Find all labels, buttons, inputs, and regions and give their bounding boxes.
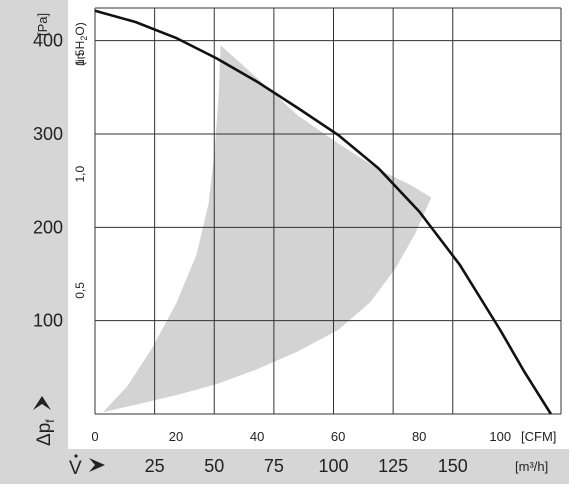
flow-axis-arrow-icon: [89, 458, 105, 472]
y-tick-pa-100: 100: [33, 311, 63, 331]
y-tick-inh2o-0-5: 0,5: [73, 282, 87, 299]
x-tick-m3h-150: 150: [438, 456, 468, 476]
x-tick-m3h-75: 75: [264, 456, 284, 476]
y-tick-pa-400: 400: [33, 31, 63, 51]
y-tick-pa-200: 200: [33, 217, 63, 237]
y-tick-inh2o-1-0: 1,0: [73, 165, 87, 182]
flow-axis-label: V: [69, 458, 82, 479]
x-tick-m3h-100: 100: [318, 456, 348, 476]
x-tick-m3h-125: 125: [378, 456, 408, 476]
pressure-axis-arrow-icon: [33, 396, 51, 410]
m3h-unit-label: [m³/h]: [515, 459, 548, 474]
flow-axis-dot: [74, 454, 78, 458]
x-tick-cfm-40: 40: [250, 429, 264, 444]
x-tick-m3h-50: 50: [204, 456, 224, 476]
x-tick-cfm-100: 100: [489, 429, 511, 444]
x-tick-cfm-0: 0: [91, 429, 98, 444]
operating-region: [103, 45, 432, 413]
x-tick-cfm-60: 60: [331, 429, 345, 444]
pressure-axis-label: Δpf: [34, 419, 57, 446]
x-tick-m3h-25: 25: [145, 456, 165, 476]
inh2o-unit-label: (in H2O): [73, 22, 89, 66]
y-tick-inh2o-1-5: 1,5: [73, 49, 87, 66]
left-axis-panel: [0, 0, 68, 450]
x-tick-cfm-20: 20: [169, 429, 183, 444]
y-tick-pa-300: 300: [33, 124, 63, 144]
fan-curve-line: [94, 9, 553, 415]
pa-unit-label: [Pa]: [35, 13, 50, 36]
bottom-axis-panel: [0, 449, 569, 484]
x-tick-cfm-80: 80: [412, 429, 426, 444]
cfm-unit-label: [CFM]: [521, 429, 556, 444]
